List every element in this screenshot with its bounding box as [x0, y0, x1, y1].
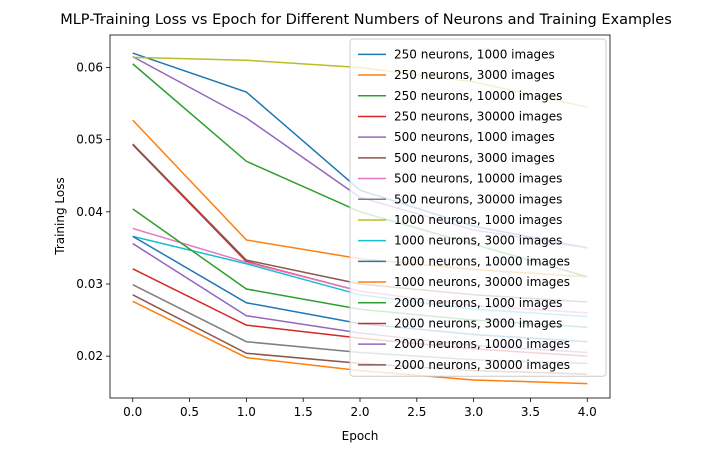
axes-frame: [109, 34, 611, 399]
x-tick-label: 1.0: [237, 405, 256, 419]
y-tick-label: 0.03: [76, 277, 103, 291]
legend: 250 neurons, 1000 images 250 neurons, 300…: [349, 38, 607, 377]
y-axis-ticks: 0.02 0.03 0.04 0.05 0.06: [76, 60, 110, 363]
legend-label-4: 500 neurons, 1000 images: [394, 130, 555, 144]
y-axis-label: Training Loss: [53, 177, 67, 255]
x-tick-label: 0.0: [123, 405, 142, 419]
legend-label-1: 250 neurons, 3000 images: [394, 68, 555, 82]
y-tick-label: 0.05: [76, 133, 103, 147]
y-tick-label: 0.04: [76, 205, 103, 219]
legend-label-12: 2000 neurons, 1000 images: [394, 296, 562, 310]
legend-label-11: 1000 neurons, 30000 images: [394, 275, 570, 289]
x-tick-label: 3.0: [464, 405, 483, 419]
legend-label-7: 500 neurons, 30000 images: [394, 192, 562, 206]
legend-label-3: 250 neurons, 30000 images: [394, 109, 562, 123]
x-axis-label: Epoch: [342, 429, 379, 443]
x-tick-label: 0.5: [180, 405, 199, 419]
x-tick-label: 3.5: [521, 405, 540, 419]
legend-label-14: 2000 neurons, 10000 images: [394, 337, 570, 351]
legend-label-0: 250 neurons, 1000 images: [394, 47, 555, 61]
x-tick-label: 1.5: [294, 405, 313, 419]
x-tick-label: 4.0: [578, 405, 597, 419]
legend-label-2: 250 neurons, 10000 images: [394, 89, 562, 103]
x-axis-ticks: 0.0 0.5 1.0 1.5 2.0 2.5 3.0 3.5 4.0: [123, 398, 597, 419]
legend-label-6: 500 neurons, 10000 images: [394, 172, 562, 186]
legend-label-9: 1000 neurons, 3000 images: [394, 234, 562, 248]
legend-label-13: 2000 neurons, 3000 images: [394, 316, 562, 330]
legend-label-15: 2000 neurons, 30000 images: [394, 358, 570, 372]
x-tick-label: 2.5: [407, 405, 426, 419]
y-tick-label: 0.02: [76, 349, 103, 363]
legend-label-10: 1000 neurons, 10000 images: [394, 254, 570, 268]
legend-box: [349, 38, 607, 377]
x-tick-label: 2.0: [350, 405, 369, 419]
chart-title: MLP-Training Loss vs Epoch for Different…: [60, 12, 672, 28]
legend-label-8: 1000 neurons, 1000 images: [394, 213, 562, 227]
y-tick-label: 0.06: [76, 60, 103, 74]
legend-label-5: 500 neurons, 3000 images: [394, 151, 555, 165]
